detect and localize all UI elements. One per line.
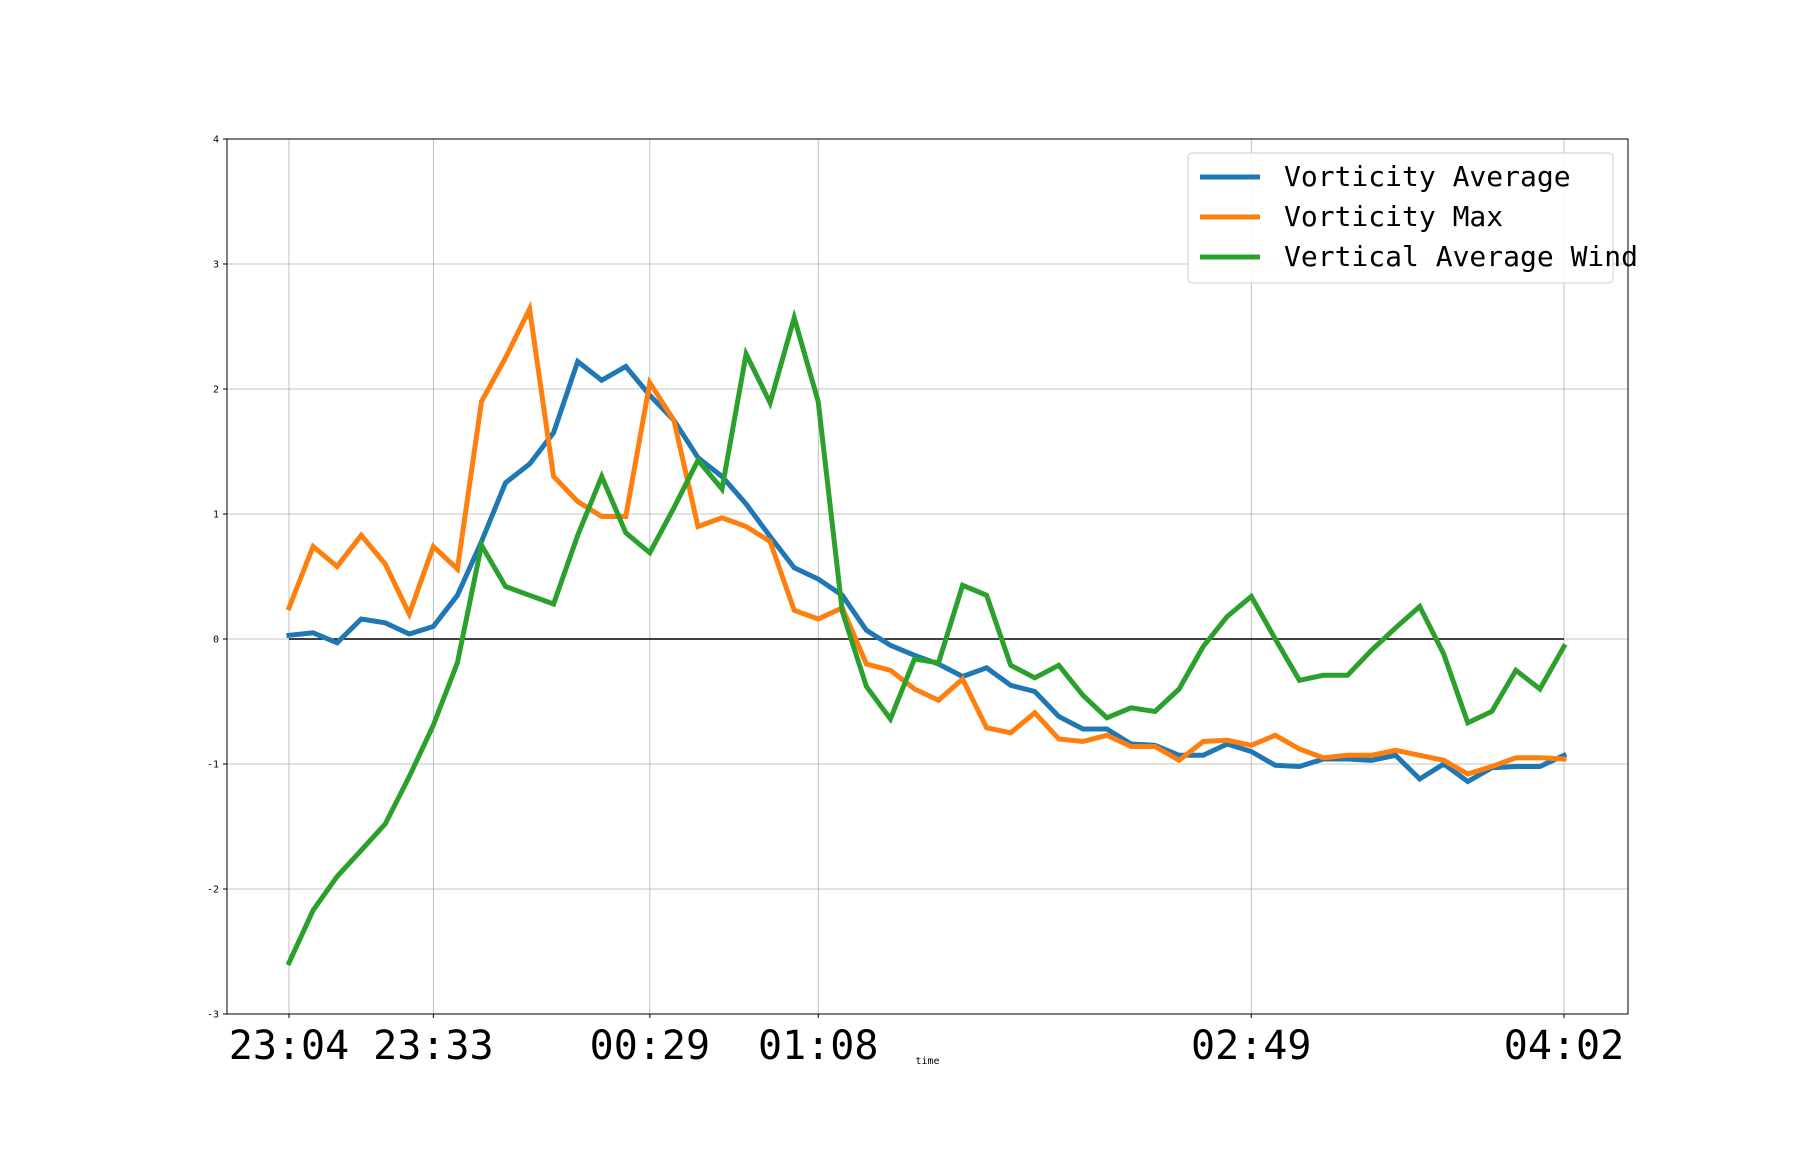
y-tick-label: -2 (207, 885, 219, 896)
y-tick-label: 2 (213, 385, 219, 396)
x-axis-label: time (915, 1056, 939, 1067)
plot-frame (226, 138, 1629, 1015)
legend-box (1187, 152, 1614, 284)
legend-label: Vorticity Max (1284, 200, 1503, 233)
x-tick-label: 23:04 (229, 1023, 349, 1069)
series-line-vorticity-max (285, 300, 1567, 777)
y-tick-label: 3 (213, 260, 219, 271)
y-tick-label: 0 (213, 635, 219, 646)
legend-label: Vorticity Average (1284, 160, 1571, 193)
y-tick-label: 1 (213, 510, 219, 521)
x-tick-label: 01:08 (758, 1023, 878, 1069)
legend-label: Vertical Average Wind (1284, 240, 1638, 273)
y-tick-label: -3 (207, 1010, 219, 1021)
y-tick-label: -1 (207, 760, 219, 771)
y-tick-label: 4 (213, 135, 219, 146)
x-tick-label: 02:49 (1191, 1023, 1311, 1069)
series-line-vertical-average-wind (285, 308, 1568, 967)
x-tick-label: 23:33 (373, 1023, 493, 1069)
x-tick-label: 00:29 (590, 1023, 710, 1069)
x-tick-label: 04:02 (1504, 1023, 1624, 1069)
